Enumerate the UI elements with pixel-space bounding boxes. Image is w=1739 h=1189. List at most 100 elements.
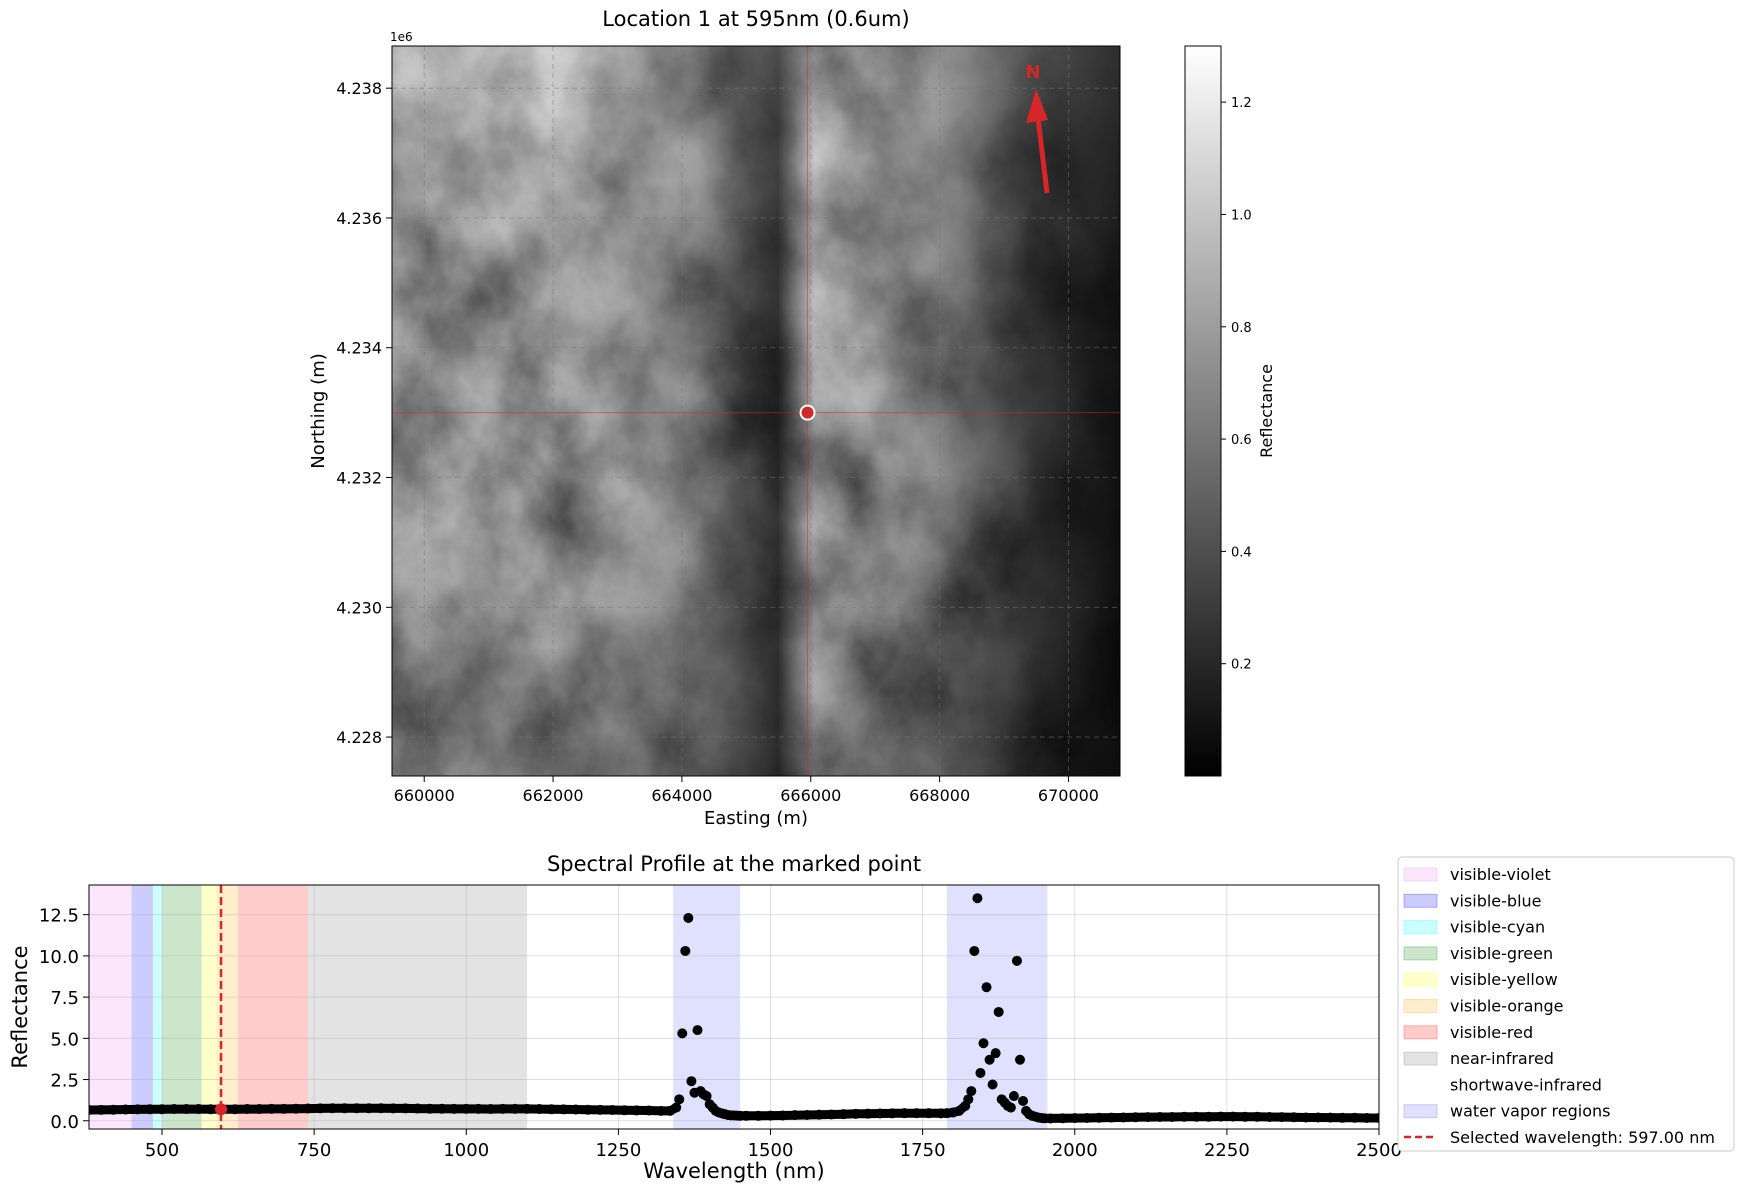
spectral-point — [1069, 1113, 1080, 1124]
spectral-point — [862, 1108, 873, 1119]
spectral-x-ticks: 500 750 1000 1250 1500 1750 2000 2250 2500 — [145, 1129, 1402, 1161]
spectral-point — [899, 1108, 910, 1119]
north-arrow-label: N — [1025, 62, 1040, 83]
spectral-point — [1361, 1112, 1372, 1123]
spectral-point — [981, 982, 992, 993]
legend-item-label: visible-yellow — [1450, 970, 1558, 989]
spectral-point — [351, 1103, 362, 1114]
spectral-point — [655, 1105, 666, 1116]
spectral-points — [89, 893, 1379, 1124]
spectral-point — [436, 1103, 447, 1114]
spectral-point — [290, 1103, 301, 1114]
spectral-point — [1227, 1111, 1238, 1122]
spectral-point — [978, 1038, 989, 1049]
spectral-region — [308, 885, 528, 1129]
spectral-point — [1288, 1112, 1299, 1123]
spectral-point — [671, 1102, 682, 1113]
spectral-point — [966, 1086, 977, 1097]
colorbar-tick-label: 1.0 — [1231, 208, 1252, 223]
legend-item-label: visible-violet — [1450, 865, 1551, 884]
spectral-point — [303, 1103, 314, 1114]
spectral-point — [677, 1028, 688, 1039]
colorbar-tick-label: 1.2 — [1231, 96, 1252, 111]
spectral-region — [89, 885, 132, 1129]
map-x-ticks: 660000 662000 664000 666000 668000 670000 — [394, 776, 1099, 805]
legend-item-label: shortwave-infrared — [1450, 1075, 1602, 1094]
legend-swatch — [1404, 1078, 1437, 1091]
spectral-point — [990, 1048, 1001, 1059]
map-y-tick-label: 4.238 — [336, 79, 382, 98]
spectral-point — [339, 1103, 350, 1114]
spectral-y-tick-label: 7.5 — [50, 988, 79, 1009]
spectral-point — [701, 1091, 712, 1102]
spectral-point — [205, 1104, 216, 1115]
selected-point — [215, 1103, 228, 1116]
map-y-offset: 1e6 — [390, 30, 413, 44]
spectral-point — [1264, 1111, 1275, 1122]
spectral-x-tick-label: 1750 — [900, 1140, 946, 1161]
spectral-point — [1179, 1111, 1190, 1122]
spectral-point — [473, 1103, 484, 1114]
legend-item-label: Selected wavelength: 597.00 nm — [1450, 1128, 1715, 1147]
spectral-point — [169, 1104, 180, 1115]
spectral-point — [157, 1104, 168, 1115]
map-x-tick-label: 664000 — [651, 786, 712, 805]
spectral-point — [582, 1104, 593, 1115]
spectral-point — [838, 1109, 849, 1120]
spectral-region — [201, 885, 217, 1129]
map-y-tick-label: 4.230 — [336, 598, 382, 617]
map-y-label: Northing (m) — [308, 353, 329, 468]
spectral-point — [1005, 1102, 1016, 1113]
legend-swatch — [1403, 1104, 1438, 1119]
spectral-y-label: Reflectance — [8, 945, 32, 1068]
spectral-point — [963, 1094, 974, 1105]
legend-item-label: visible-red — [1450, 1023, 1533, 1042]
spectral-x-tick-label: 1500 — [748, 1140, 794, 1161]
legend-item-label: visible-orange — [1450, 997, 1564, 1016]
spectral-point — [89, 1105, 94, 1116]
spectral-point — [777, 1110, 788, 1121]
legend-swatch — [1403, 1025, 1438, 1040]
legend-swatch — [1403, 893, 1438, 908]
map-y-tick-label: 4.236 — [336, 209, 382, 228]
spectral-y-tick-label: 12.5 — [39, 906, 79, 927]
spectral-point — [558, 1104, 569, 1115]
spectral-point — [144, 1104, 155, 1115]
map-x-label: Easting (m) — [704, 808, 808, 829]
legend-swatch — [1403, 972, 1438, 987]
map-x-tick-label: 670000 — [1038, 786, 1099, 805]
spectral-point — [242, 1104, 253, 1115]
spectral-point — [108, 1104, 119, 1115]
spectral-point — [875, 1108, 886, 1119]
spectral-point — [1337, 1112, 1348, 1123]
spectral-point — [1018, 1095, 1029, 1106]
map-x-tick-label: 668000 — [909, 786, 970, 805]
spectral-region — [946, 885, 1048, 1129]
spectral-point — [686, 1076, 697, 1087]
spectral-x-tick-label: 1250 — [595, 1140, 641, 1161]
map-x-tick-label: 660000 — [394, 786, 455, 805]
spectral-point — [1142, 1112, 1153, 1123]
legend-item-label: near-infrared — [1450, 1049, 1554, 1068]
map-x-tick-label: 666000 — [780, 786, 841, 805]
spectral-region — [238, 885, 309, 1129]
spectral-point — [1252, 1111, 1263, 1122]
spectral-x-tick-label: 2500 — [1356, 1140, 1402, 1161]
spectral-point — [1011, 955, 1022, 966]
spectral-point — [802, 1109, 813, 1120]
spectral-point — [972, 893, 983, 904]
spectral-point — [1349, 1112, 1360, 1123]
spectral-y-tick-label: 5.0 — [50, 1029, 79, 1050]
spectral-point — [230, 1104, 241, 1115]
spectral-point — [1130, 1112, 1141, 1123]
colorbar-tick-label: 0.2 — [1231, 658, 1252, 673]
spectral-point — [266, 1103, 277, 1114]
spectral-point — [1276, 1112, 1287, 1123]
spectral-point — [424, 1103, 435, 1114]
spectral-point — [826, 1109, 837, 1120]
spectral-point — [789, 1110, 800, 1121]
north-arrow-head — [1026, 89, 1048, 123]
spectral-point — [631, 1105, 642, 1116]
terrain-shade — [392, 46, 1120, 776]
